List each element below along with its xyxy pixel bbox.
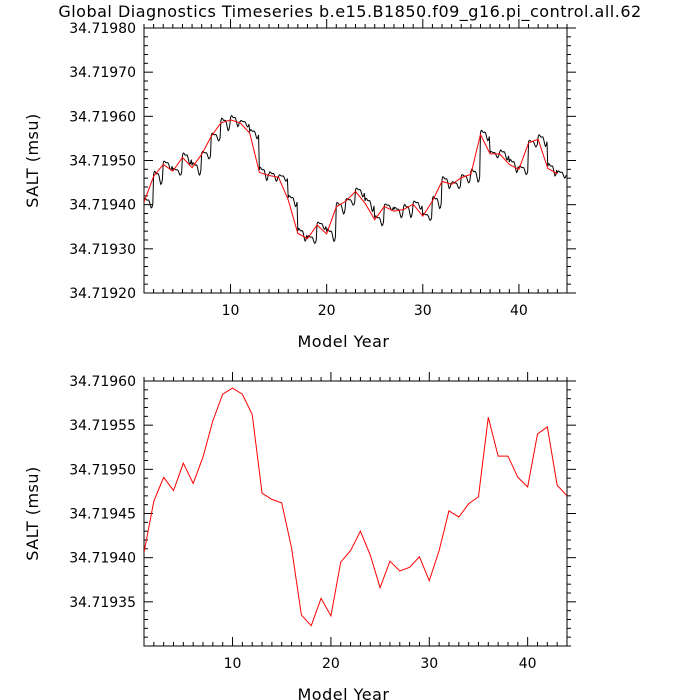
y-tick-label: 34.71945 [69,507,136,523]
bottom-panel: 10 20 30 40 34.71935 34.71940 34.71945 34.71950… [23,372,576,700]
y-tick-label: 34.71940 [69,551,136,567]
y-tick-label: 34.71960 [69,109,136,125]
plot-frame [143,27,568,294]
y-tick-label: 34.71970 [69,65,136,81]
x-axis-label: Model Year [298,685,390,700]
x-tick-label: 20 [318,303,336,319]
y-tick-label: 34.71935 [69,595,136,611]
y-tick-label: 34.71940 [69,198,136,214]
plot-frame [143,380,568,647]
x-tick-label: 30 [420,656,438,672]
x-tick-label: 30 [414,303,432,319]
y-axis-label: SALT (msu) [23,113,42,208]
y-tick-label: 34.71955 [69,418,136,434]
x-tick-label: 10 [222,303,240,319]
y-tick-label: 34.71980 [69,21,136,37]
x-tick-label: 40 [519,656,537,672]
y-tick-label: 34.71960 [69,374,136,390]
x-tick-label: 10 [224,656,242,672]
series-line-annual [144,119,558,240]
y-tick-label: 34.71930 [69,242,136,258]
y-tick-label: 34.71920 [69,286,136,302]
y-tick-label: 34.71950 [69,462,136,478]
x-tick-label: 20 [322,656,340,672]
y-axis-label: SALT (msu) [23,466,42,561]
chart-title: Global Diagnostics Timeseries b.e15.B185… [58,2,642,21]
y-tick-label: 34.71950 [69,154,136,170]
x-tick-label: 40 [510,303,528,319]
series-line-annual [144,387,567,627]
x-axis-label: Model Year [298,332,390,351]
series-line-monthly [144,114,567,245]
top-panel: 10 20 30 40 34.71920 34.71930 34.71940 34.71950… [23,19,576,351]
